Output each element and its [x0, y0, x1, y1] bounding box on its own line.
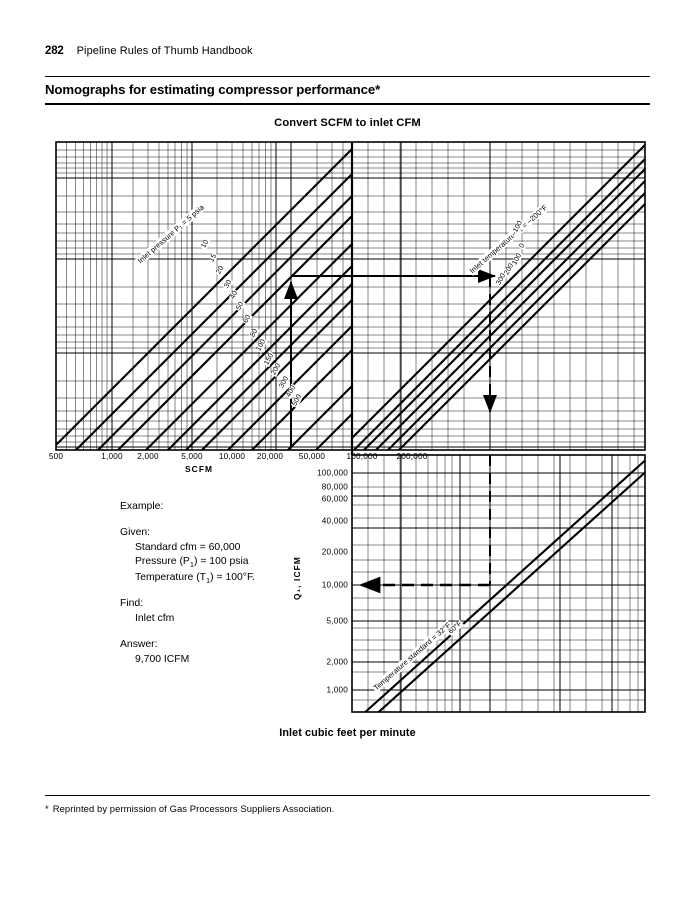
- ytick-1000: 1,000: [326, 685, 348, 695]
- footnote-rule: [45, 795, 650, 796]
- given-pressure-sub: 1: [189, 560, 194, 570]
- pressure-label-15: 15: [207, 252, 219, 265]
- temperature-label-300: 300: [494, 271, 508, 288]
- section-title: Nomographs for estimating compressor per…: [45, 82, 381, 97]
- pressure-label-60: 60: [241, 313, 253, 326]
- standard-temperature-curves: [363, 459, 645, 712]
- pressure-label-20: 20: [214, 264, 226, 277]
- find-label: Find:: [120, 598, 144, 610]
- xtick-500: 500: [48, 452, 64, 461]
- ytick-60000: 60,000: [321, 494, 348, 504]
- book-title: Pipeline Rules of Thumb Handbook: [76, 45, 253, 57]
- given-temperature-post: ) = 100°F.: [210, 571, 256, 583]
- answer-value: 9,700 ICFM: [135, 653, 190, 665]
- given-label: Given:: [120, 526, 151, 538]
- xaxis-label-scfm: SCFM: [185, 464, 214, 474]
- given-temperature: Temperature (T1) = 100°F.: [135, 571, 255, 587]
- pressure-label-80: 80: [248, 327, 260, 340]
- given-standard-cfm: Standard cfm = 60,000: [135, 541, 241, 553]
- xtick-200000: 200,000: [396, 452, 428, 461]
- pressure-label-5: Inlet pressure P₁ = 5 psia: [135, 202, 207, 266]
- ytick-5000: 5,000: [326, 616, 348, 626]
- ytick-80000: 80,000: [321, 482, 348, 492]
- upper-chart-frame: [55, 141, 646, 455]
- page-number: 282: [45, 45, 64, 57]
- xtick-1000: 1,000: [101, 452, 123, 461]
- worked-example-path: [284, 269, 497, 594]
- xtick-50000: 50,000: [298, 452, 326, 461]
- standard-temperature-label-32: Temperature standard = 32°F: [371, 619, 454, 693]
- ytick-40000: 40,000: [321, 516, 348, 526]
- pressure-label-10: 10: [199, 238, 211, 251]
- ytick-20000: 20,000: [321, 547, 348, 557]
- xtick-100000: 100,000: [346, 452, 378, 461]
- figure-caption: Inlet cubic feet per minute: [279, 727, 416, 739]
- pressure-label-50: 50: [234, 300, 246, 313]
- pressure-line-family: [56, 148, 352, 450]
- temperature-line-family: [352, 143, 645, 450]
- given-pressure-pre: Pressure (P: [135, 556, 190, 568]
- temperature-label-0: 0: [517, 241, 527, 251]
- pressure-label-30: 30: [222, 278, 234, 291]
- answer-label: Answer:: [120, 639, 158, 651]
- footnote: * Reprinted by permission of Gas Processo…: [45, 803, 334, 814]
- footnote-marker: *: [45, 803, 49, 814]
- section-rule-bottom: [45, 103, 650, 105]
- given-temperature-pre: Temperature (T: [135, 571, 207, 583]
- xtick-10000: 10,000: [218, 452, 246, 461]
- xtick-5000: 5,000: [181, 452, 203, 461]
- given-temperature-sub: 1: [206, 575, 211, 585]
- pressure-label-200: 200: [269, 361, 283, 378]
- given-pressure-post: ) = 100 psia: [193, 556, 249, 568]
- figure-title: Convert SCFM to inlet CFM: [274, 117, 421, 129]
- lower-chart-grid: [352, 455, 645, 712]
- pressure-label-100: 100: [254, 337, 268, 354]
- ytick-10000: 10,000: [321, 580, 348, 590]
- given-pressure: Pressure (P1) = 100 psia: [135, 555, 255, 571]
- ytick-100000: 100,000: [317, 468, 348, 478]
- ytick-2000: 2,000: [326, 657, 348, 667]
- upper-right-grid: [352, 142, 645, 450]
- find-value: Inlet cfm: [135, 613, 175, 625]
- yaxis-label-q1-icfm: Q₁, ICFM: [292, 556, 302, 600]
- xtick-2000: 2,000: [137, 452, 159, 461]
- example-block: Example: Given: Standard cfm = 60,000 Pr…: [120, 500, 255, 668]
- footnote-text: Reprinted by permission of Gas Processor…: [52, 803, 335, 814]
- running-head: 282 Pipeline Rules of Thumb Handbook: [45, 45, 253, 57]
- xtick-20000: 20,000: [256, 452, 284, 461]
- pressure-label-40: 40: [228, 289, 240, 302]
- example-label: Example:: [120, 501, 164, 512]
- section-rule-top: [45, 76, 650, 77]
